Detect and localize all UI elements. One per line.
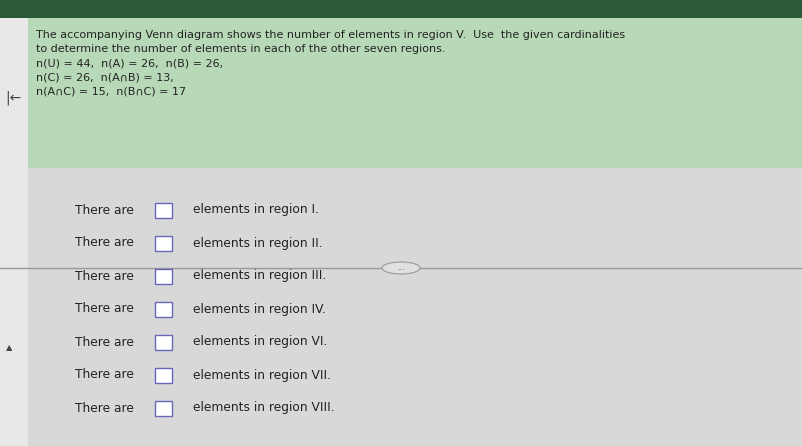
Text: There are: There are <box>75 269 134 282</box>
Text: elements in region III.: elements in region III. <box>192 269 326 282</box>
Text: There are: There are <box>75 302 134 315</box>
Text: n(C) = 26,  n(A∩B) = 13,: n(C) = 26, n(A∩B) = 13, <box>36 72 173 82</box>
Text: There are: There are <box>75 236 134 249</box>
Bar <box>0 0 802 18</box>
Text: elements in region VII.: elements in region VII. <box>192 368 330 381</box>
Text: elements in region I.: elements in region I. <box>192 203 318 216</box>
Bar <box>0 0 802 168</box>
Ellipse shape <box>382 262 419 274</box>
Bar <box>155 268 172 284</box>
Text: ▲: ▲ <box>6 343 13 352</box>
Text: The accompanying Venn diagram shows the number of elements in region V.  Use  th: The accompanying Venn diagram shows the … <box>36 30 624 40</box>
Text: n(A∩C) = 15,  n(B∩C) = 17: n(A∩C) = 15, n(B∩C) = 17 <box>36 86 186 96</box>
Bar <box>155 401 172 416</box>
Bar <box>155 235 172 251</box>
Bar <box>155 334 172 350</box>
Text: elements in region VIII.: elements in region VIII. <box>192 401 334 414</box>
Text: There are: There are <box>75 203 134 216</box>
Text: There are: There are <box>75 335 134 348</box>
Bar <box>155 368 172 383</box>
Text: n(U) = 44,  n(A) = 26,  n(B) = 26,: n(U) = 44, n(A) = 26, n(B) = 26, <box>36 58 223 68</box>
Text: ...: ... <box>396 264 404 273</box>
Bar <box>0 18 28 446</box>
Bar <box>155 202 172 218</box>
Text: elements in region VI.: elements in region VI. <box>192 335 327 348</box>
Text: There are: There are <box>75 401 134 414</box>
Text: There are: There are <box>75 368 134 381</box>
Bar <box>155 301 172 317</box>
Text: elements in region II.: elements in region II. <box>192 236 322 249</box>
Text: |←: |← <box>5 91 21 105</box>
Text: to determine the number of elements in each of the other seven regions.: to determine the number of elements in e… <box>36 44 445 54</box>
Text: elements in region IV.: elements in region IV. <box>192 302 326 315</box>
